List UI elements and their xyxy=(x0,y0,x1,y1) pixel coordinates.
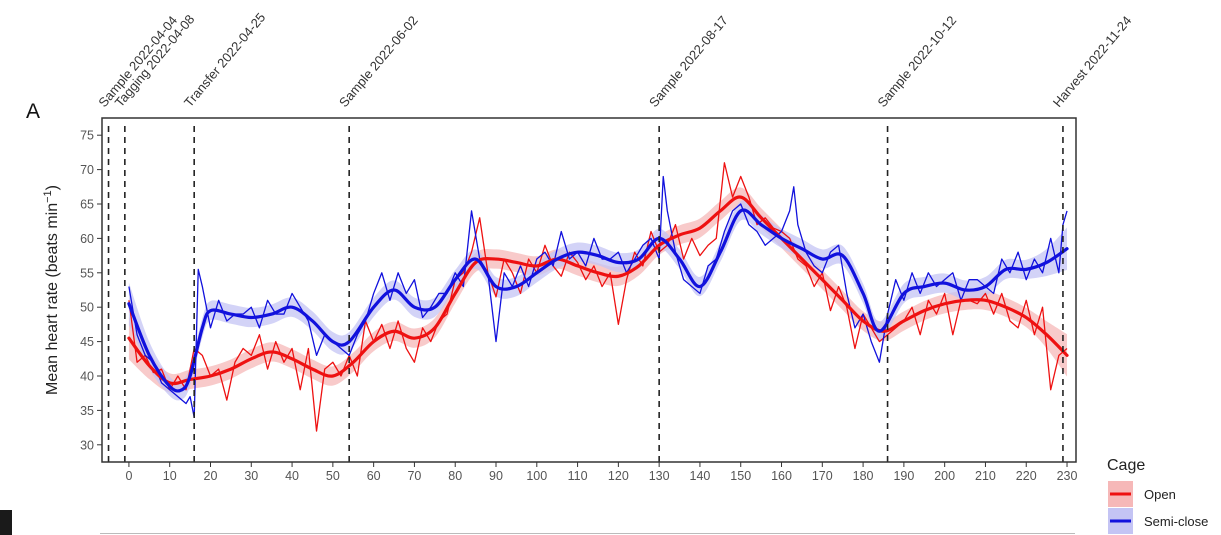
y-axis-label-text: Mean heart rate (beats min xyxy=(44,203,61,395)
x-tick-label: 20 xyxy=(204,469,218,483)
event-label: Sample 2022-08-17 xyxy=(646,13,731,110)
x-tick-label: 160 xyxy=(771,469,792,483)
y-tick-label: 55 xyxy=(80,266,94,280)
x-tick-label: 220 xyxy=(1016,469,1037,483)
y-axis-label-superscript: −1 xyxy=(42,190,54,203)
event-label: Sample 2022-10-12 xyxy=(874,13,959,110)
x-tick-label: 100 xyxy=(526,469,547,483)
panel-label: A xyxy=(26,100,40,123)
raw-series-lines xyxy=(128,162,1068,432)
y-tick-label: 65 xyxy=(80,198,94,212)
x-tick-label: 50 xyxy=(326,469,340,483)
smoothed-series-lines xyxy=(127,195,1069,393)
legend-label: Open xyxy=(1144,487,1176,502)
legend-title: Cage xyxy=(1107,457,1145,474)
y-tick-label: 60 xyxy=(80,232,94,246)
y-tick-label: 75 xyxy=(80,129,94,143)
y-tick-label: 35 xyxy=(80,404,94,418)
y-axis-label: Mean heart rate (beats min−1) xyxy=(42,185,61,395)
event-label: Sample 2022-04-04 xyxy=(95,13,180,110)
x-tick-label: 90 xyxy=(489,469,503,483)
x-tick-label: 60 xyxy=(367,469,381,483)
x-tick-label: 130 xyxy=(649,469,670,483)
y-axis: 30 35 40 45 50 55 60 65 70 75 xyxy=(80,129,102,452)
smooth-line-semi-close xyxy=(127,208,1069,393)
x-tick-label: 40 xyxy=(285,469,299,483)
y-tick-label: 50 xyxy=(80,301,94,315)
smooth-line-open xyxy=(127,195,1069,386)
x-tick-label: 150 xyxy=(730,469,751,483)
x-tick-label: 140 xyxy=(690,469,711,483)
x-tick-label: 110 xyxy=(568,469,588,483)
raw-line-open xyxy=(128,162,1068,432)
x-tick-label: 180 xyxy=(853,469,874,483)
y-tick-label: 70 xyxy=(80,163,94,177)
event-label: Sample 2022-06-02 xyxy=(336,13,421,110)
event-label: Harvest 2022-11-24 xyxy=(1050,13,1135,110)
x-tick-label: 120 xyxy=(608,469,629,483)
x-tick-label: 0 xyxy=(125,469,132,483)
x-tick-label: 70 xyxy=(407,469,421,483)
plot-panel-border xyxy=(101,117,1077,463)
legend-label: Semi-close xyxy=(1144,514,1208,529)
y-tick-label: 40 xyxy=(80,370,94,384)
x-tick-label: 30 xyxy=(244,469,258,483)
confidence-ribbons xyxy=(128,187,1068,401)
corner-block xyxy=(0,510,12,535)
x-tick-label: 190 xyxy=(893,469,914,483)
x-tick-label: 200 xyxy=(934,469,955,483)
legend: Cage Open Semi-close xyxy=(1107,457,1208,534)
x-tick-label: 210 xyxy=(975,469,996,483)
y-tick-label: 45 xyxy=(80,335,94,349)
x-tick-label: 170 xyxy=(812,469,833,483)
y-tick-label: 30 xyxy=(80,438,94,452)
x-tick-label: 10 xyxy=(163,469,177,483)
raw-line-semi-close xyxy=(128,175,1068,418)
x-tick-label: 230 xyxy=(1057,469,1078,483)
x-tick-label: 80 xyxy=(448,469,462,483)
x-axis: 0 10 20 30 40 50 60 70 80 90 100 110 120 130 140 150 160… xyxy=(125,462,1078,483)
y-axis-label-end: ) xyxy=(44,185,61,190)
